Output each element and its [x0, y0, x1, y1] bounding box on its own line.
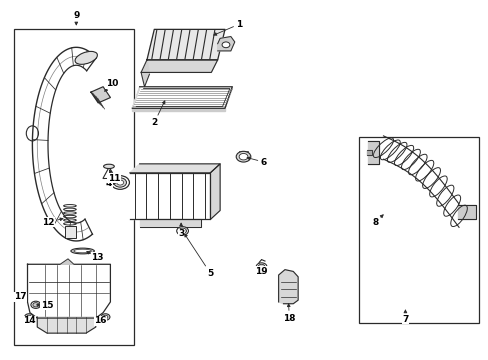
Ellipse shape: [31, 301, 41, 309]
Text: 11: 11: [107, 170, 120, 183]
Ellipse shape: [258, 264, 264, 269]
Text: 16: 16: [94, 316, 107, 325]
Polygon shape: [210, 164, 220, 220]
Ellipse shape: [101, 314, 110, 320]
Bar: [238, 156, 248, 159]
Ellipse shape: [15, 293, 25, 301]
Polygon shape: [278, 270, 298, 304]
Text: 6: 6: [246, 157, 266, 167]
Ellipse shape: [33, 303, 39, 307]
Ellipse shape: [74, 249, 91, 253]
Text: 7: 7: [402, 310, 408, 324]
Text: 15: 15: [37, 301, 53, 310]
Bar: [358, 137, 478, 323]
Ellipse shape: [180, 229, 184, 232]
Polygon shape: [37, 317, 96, 333]
Text: 4: 4: [105, 179, 116, 188]
Ellipse shape: [117, 180, 123, 185]
Ellipse shape: [236, 151, 250, 162]
Ellipse shape: [26, 126, 39, 141]
Text: 19: 19: [255, 267, 267, 276]
Polygon shape: [224, 87, 232, 108]
Ellipse shape: [178, 228, 186, 234]
Ellipse shape: [103, 164, 114, 168]
Ellipse shape: [256, 263, 266, 271]
Polygon shape: [130, 164, 220, 173]
Text: 8: 8: [371, 215, 383, 227]
Ellipse shape: [26, 315, 31, 319]
Bar: [65, 226, 76, 238]
Polygon shape: [217, 37, 234, 51]
Polygon shape: [141, 60, 149, 87]
Polygon shape: [457, 205, 475, 220]
Text: 12: 12: [42, 218, 63, 227]
Polygon shape: [130, 173, 210, 220]
Bar: [14, 30, 134, 345]
Polygon shape: [366, 149, 371, 155]
Ellipse shape: [111, 176, 129, 189]
Text: 1: 1: [213, 19, 242, 35]
Ellipse shape: [114, 178, 126, 187]
Polygon shape: [132, 108, 224, 111]
Text: 17: 17: [14, 292, 26, 301]
Text: 2: 2: [151, 101, 164, 127]
Ellipse shape: [17, 294, 23, 299]
Polygon shape: [147, 30, 224, 60]
Polygon shape: [132, 87, 140, 108]
Polygon shape: [132, 87, 232, 108]
Polygon shape: [367, 140, 378, 164]
Text: 9: 9: [73, 11, 79, 25]
Polygon shape: [140, 220, 200, 226]
Polygon shape: [141, 60, 217, 72]
Text: 14: 14: [22, 316, 35, 325]
Ellipse shape: [24, 314, 33, 320]
Text: 3: 3: [178, 223, 184, 238]
Bar: [238, 150, 248, 153]
Polygon shape: [91, 87, 110, 103]
Ellipse shape: [71, 248, 94, 254]
Text: 18: 18: [283, 304, 295, 323]
Text: 13: 13: [87, 251, 103, 262]
Polygon shape: [60, 259, 74, 264]
Ellipse shape: [176, 226, 188, 235]
Text: 5: 5: [184, 234, 213, 278]
Ellipse shape: [222, 42, 229, 48]
Ellipse shape: [239, 153, 247, 160]
Ellipse shape: [103, 315, 108, 319]
Ellipse shape: [75, 51, 97, 64]
Polygon shape: [27, 264, 110, 318]
Text: 10: 10: [104, 80, 118, 91]
